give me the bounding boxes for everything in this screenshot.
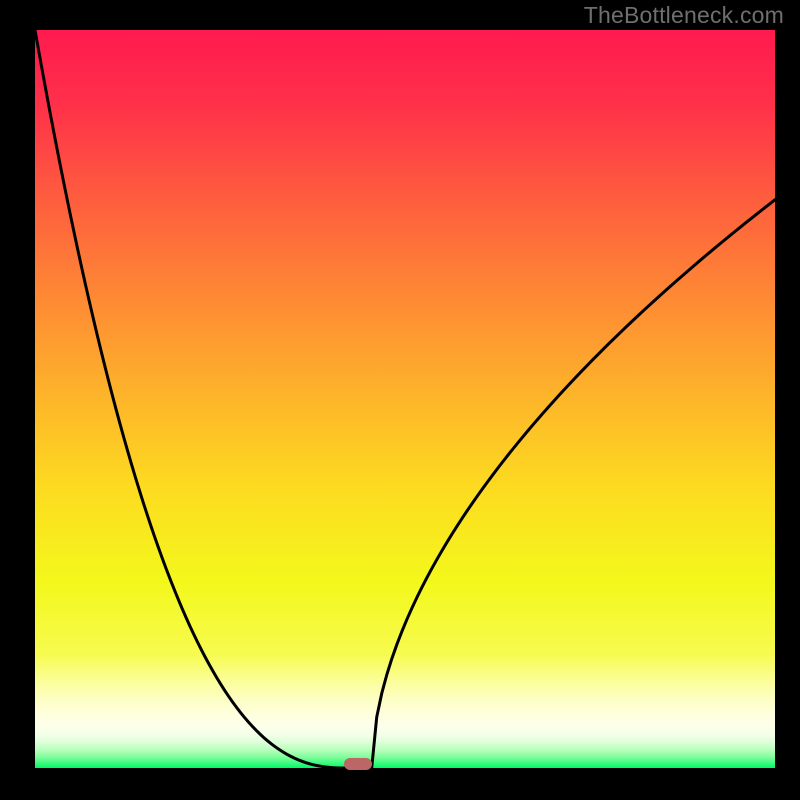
bottleneck-curve: [35, 30, 775, 768]
plot-area: [35, 30, 775, 768]
chart-container: TheBottleneck.com: [0, 0, 800, 800]
curve-path: [35, 30, 775, 768]
watermark-text: TheBottleneck.com: [584, 2, 784, 29]
optimal-marker: [344, 758, 372, 770]
